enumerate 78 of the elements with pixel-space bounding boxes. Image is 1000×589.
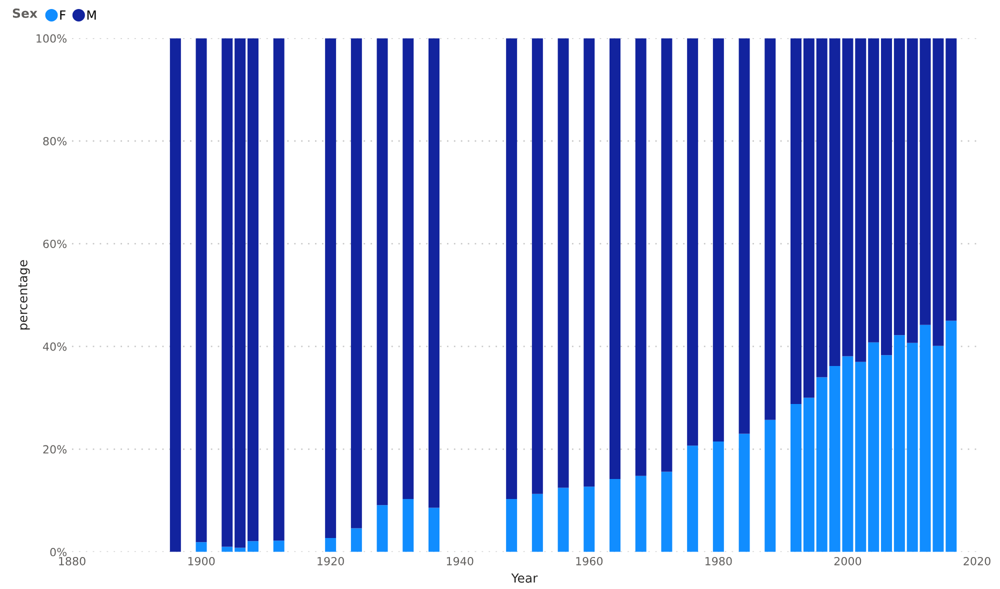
bar: [402, 38, 414, 499]
bar: [402, 498, 414, 552]
bar: [610, 38, 620, 479]
x-tick-label: 1960: [576, 556, 603, 566]
bar: [712, 38, 724, 442]
bar: [506, 38, 518, 499]
legend-label: M: [87, 10, 96, 20]
bar: [790, 38, 802, 404]
bar: [325, 538, 336, 552]
bar: [635, 476, 646, 552]
bar: [816, 377, 828, 552]
x-tick-label: 1900: [188, 556, 215, 566]
bar: [881, 38, 892, 356]
bar: [558, 488, 569, 552]
bar: [376, 38, 388, 506]
bar: [248, 541, 258, 552]
bar: [506, 498, 518, 552]
bar: [803, 398, 814, 552]
x-tick-label: 1940: [446, 556, 474, 566]
bar: [196, 542, 207, 552]
bar: [764, 38, 776, 420]
bar: [906, 38, 918, 343]
bar: [687, 38, 698, 446]
bar: [906, 342, 918, 552]
bar: [350, 38, 362, 528]
x-tick-label: 1980: [706, 556, 732, 566]
bar: [661, 38, 672, 472]
bar: [376, 505, 388, 552]
legend-label: F: [60, 10, 66, 20]
bar: [532, 494, 543, 552]
x-axis-title: Year: [511, 573, 538, 583]
bar: [558, 38, 569, 488]
bar: [855, 362, 866, 552]
bar: [584, 486, 595, 552]
bar: [584, 38, 595, 487]
y-tick-label: 40%: [42, 342, 67, 351]
x-tick-label: 1920: [318, 556, 344, 566]
bar: [532, 38, 543, 494]
bar: [855, 38, 866, 362]
x-tick-label: 2000: [834, 556, 862, 566]
bar: [816, 38, 828, 378]
legend-title: Sex: [12, 8, 38, 18]
bar: [894, 38, 905, 336]
bar: [273, 540, 284, 552]
x-tick-label: 2020: [964, 556, 990, 566]
bar: [196, 38, 207, 542]
bar: [428, 38, 440, 508]
y-axis-title: percentage: [18, 260, 30, 330]
y-tick-label: 20%: [43, 445, 67, 454]
y-tick-label: 0%: [50, 548, 67, 556]
y-tick-label: 60%: [43, 240, 67, 248]
bar: [350, 528, 362, 552]
bar: [687, 446, 698, 552]
bar: [868, 342, 880, 552]
bar: [610, 478, 620, 552]
bar: [234, 38, 246, 548]
y-tick-label: 100%: [36, 34, 67, 43]
bar: [273, 38, 284, 541]
bar: [661, 472, 672, 552]
bar: [803, 38, 814, 398]
bar: [946, 38, 957, 321]
bar: [881, 355, 892, 552]
bar: [248, 38, 258, 542]
bar: [894, 335, 905, 552]
bar: [222, 38, 233, 547]
bar: [170, 38, 181, 552]
bar: [946, 320, 957, 552]
y-tick-label: 80%: [43, 136, 67, 146]
bar: [325, 38, 336, 538]
x-tick-label: 1880: [59, 556, 86, 566]
bar: [790, 404, 802, 552]
bar: [738, 38, 750, 434]
bar: [712, 441, 724, 552]
bar: [738, 434, 750, 552]
bar: [764, 420, 776, 552]
bar: [428, 508, 440, 552]
bar: [635, 38, 646, 476]
bar: [868, 38, 880, 342]
